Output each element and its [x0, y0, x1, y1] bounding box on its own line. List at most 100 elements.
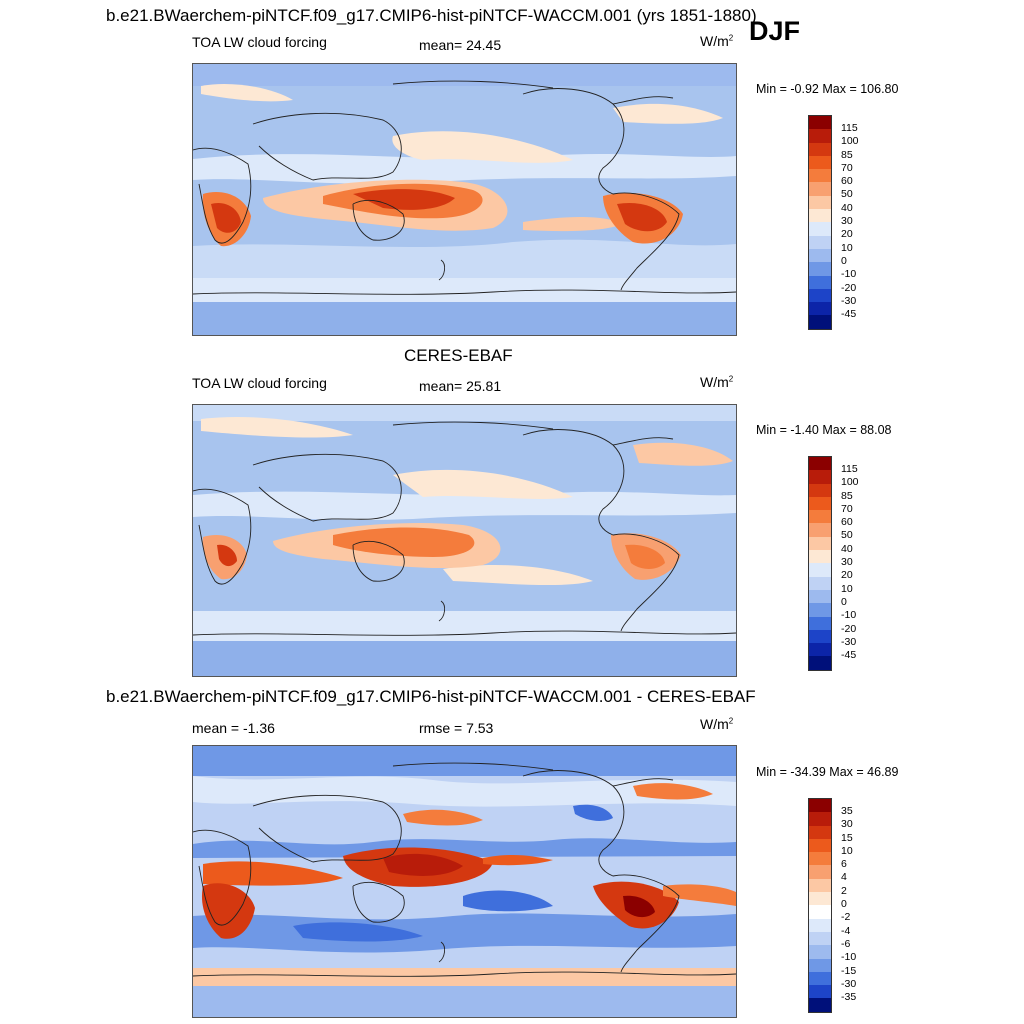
colorbar-cell	[809, 799, 831, 813]
colorbar-cell	[809, 470, 831, 484]
colorbar-cell	[809, 457, 831, 471]
colorbar-tick-label: 70	[841, 502, 853, 515]
colorbar-tick-label: 10	[841, 582, 853, 595]
colorbar-tick-label: -35	[841, 991, 857, 1004]
colorbar-cell	[809, 169, 831, 183]
colorbar-tick-label: 30	[841, 818, 853, 831]
colorbar-tick-label: -4	[841, 924, 851, 937]
colorbar-tick-label: -30	[841, 635, 857, 648]
panel1-mean: mean= 24.45	[419, 37, 502, 53]
colorbar-tick-label: 10	[841, 241, 853, 254]
colorbar-cell	[809, 129, 831, 143]
colorbar-cell	[809, 958, 831, 972]
colorbar-tick-label: 10	[841, 844, 853, 857]
main-title: b.e21.BWaerchem-piNTCF.f09_g17.CMIP6-his…	[106, 6, 757, 25]
colorbar-tick-label: 30	[841, 215, 853, 228]
panel2-colorbar-labels: 115 100 85 70 60 50 40 30 20 10 0 -10 -20 -30 -45	[841, 463, 859, 662]
colorbar-cell	[809, 483, 831, 497]
colorbar-tick-label: 100	[841, 135, 859, 148]
colorbar-cell	[809, 643, 831, 657]
colorbar-tick-label: -10	[841, 609, 857, 622]
colorbar-tick-label: 60	[841, 516, 853, 529]
colorbar-cell	[809, 971, 831, 986]
colorbar-tick-label: -20	[841, 622, 857, 635]
panel1-minmax: Min = -0.92 Max = 106.80	[756, 82, 899, 96]
colorbar-tick-label: -30	[841, 977, 857, 990]
panel3-units: W/m2	[700, 716, 734, 732]
panel1-colorbar-labels: 115 100 85 70 60 50 40 30 20 10 0 -10 -20 -30 -45	[841, 122, 859, 321]
colorbar-cell	[809, 905, 831, 919]
colorbar-cell	[809, 195, 831, 210]
colorbar-cell	[809, 510, 831, 524]
panel3-colorbar-labels: 35 30 15 10 6 4 2 0 -2 -4 -6 -10 -15 -30 -35	[841, 805, 856, 1004]
colorbar-cell	[809, 315, 831, 329]
colorbar-cell	[809, 275, 831, 289]
colorbar-cell	[809, 235, 831, 249]
colorbar-tick-label: 20	[841, 569, 853, 582]
colorbar-tick-label: 0	[841, 254, 847, 267]
colorbar-cell	[809, 496, 831, 511]
colorbar-cell	[809, 209, 831, 223]
colorbar-tick-label: 115	[841, 463, 858, 475]
colorbar-cell	[809, 616, 831, 630]
colorbar-tick-label: 40	[841, 201, 853, 214]
colorbar-cell	[809, 576, 831, 590]
colorbar-tick-label: -6	[841, 937, 851, 950]
colorbar-tick-label: 2	[841, 884, 847, 897]
colorbar-tick-label: 6	[841, 858, 847, 871]
panel2-colorbar	[808, 456, 832, 671]
panel1-map	[192, 63, 737, 336]
colorbar-tick-label: 35	[841, 805, 853, 817]
panel3-colorbar	[808, 798, 832, 1013]
colorbar-tick-label: -10	[841, 951, 857, 964]
colorbar-tick-label: -45	[841, 308, 857, 321]
colorbar-tick-label: 20	[841, 228, 853, 241]
panel2-units: W/m2	[700, 374, 734, 390]
panel3-map	[192, 745, 737, 1018]
colorbar-cell	[809, 222, 831, 236]
colorbar-tick-label: -30	[841, 294, 857, 307]
colorbar-tick-label: 0	[841, 595, 847, 608]
panel2-variable: TOA LW cloud forcing	[192, 375, 327, 391]
panel1-units: W/m2	[700, 33, 734, 49]
panel2-title: CERES-EBAF	[404, 346, 513, 365]
colorbar-cell	[809, 523, 831, 537]
colorbar-cell	[809, 262, 831, 276]
panel3-mean: mean = -1.36	[192, 720, 275, 736]
colorbar-tick-label: 115	[841, 122, 858, 134]
colorbar-cell	[809, 812, 831, 826]
colorbar-tick-label: 60	[841, 175, 853, 188]
colorbar-tick-label: -2	[841, 911, 851, 924]
colorbar-cell	[809, 865, 831, 879]
colorbar-cell	[809, 852, 831, 866]
colorbar-tick-label: 50	[841, 188, 853, 201]
colorbar-cell	[809, 550, 831, 564]
colorbar-tick-label: -15	[841, 964, 857, 977]
colorbar-tick-label: -20	[841, 281, 857, 294]
panel2-map	[192, 404, 737, 677]
panel2-minmax: Min = -1.40 Max = 88.08	[756, 423, 892, 437]
colorbar-tick-label: 50	[841, 529, 853, 542]
panel3-minmax: Min = -34.39 Max = 46.89	[756, 765, 899, 779]
colorbar-tick-label: -45	[841, 649, 857, 662]
colorbar-cell	[809, 142, 831, 156]
panel3-title: b.e21.BWaerchem-piNTCF.f09_g17.CMIP6-his…	[106, 687, 756, 706]
colorbar-cell	[809, 825, 831, 839]
colorbar-cell	[809, 603, 831, 617]
colorbar-cell	[809, 629, 831, 644]
colorbar-cell	[809, 302, 831, 316]
colorbar-tick-label: 15	[841, 831, 853, 844]
colorbar-tick-label: 100	[841, 476, 859, 489]
colorbar-cell	[809, 536, 831, 551]
colorbar-tick-label: 30	[841, 556, 853, 569]
colorbar-cell	[809, 998, 831, 1012]
colorbar-tick-label: 0	[841, 898, 847, 911]
colorbar-cell	[809, 288, 831, 303]
colorbar-tick-label: 85	[841, 489, 853, 502]
colorbar-cell	[809, 155, 831, 170]
colorbar-cell	[809, 656, 831, 670]
colorbar-tick-label: 40	[841, 542, 853, 555]
colorbar-cell	[809, 563, 831, 577]
colorbar-cell	[809, 878, 831, 893]
panel1-variable: TOA LW cloud forcing	[192, 34, 327, 50]
